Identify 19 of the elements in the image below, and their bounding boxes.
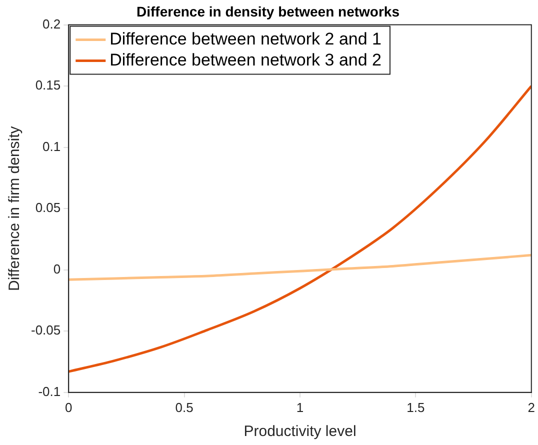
y-tick-label: 0.15 (35, 78, 61, 93)
y-tick-label: 0.05 (35, 200, 61, 216)
x-axis-title: Productivity level (244, 423, 356, 440)
y-axis-title: Difference in firm density (6, 126, 24, 291)
line-series (68, 254, 532, 281)
x-tick-label: 0.5 (175, 400, 194, 415)
y-tick-label: -0.1 (38, 384, 61, 399)
y-tick-label: 0.1 (42, 138, 61, 154)
x-tick-label: 0 (65, 400, 72, 415)
y-tick-label: -0.05 (30, 322, 61, 338)
legend-label: Difference between network 3 and 2 (110, 50, 382, 70)
x-tick-label: 2 (528, 400, 535, 415)
y-tick-label: 0 (53, 261, 61, 276)
legend-label: Difference between network 2 and 1 (110, 29, 382, 48)
x-tick-label: 1 (296, 400, 304, 415)
chart-title: Difference in density between networks (136, 3, 400, 20)
y-tick-label: 0.2 (42, 16, 61, 32)
x-tick-label: 1.5 (406, 400, 425, 415)
line-series (68, 84, 532, 373)
